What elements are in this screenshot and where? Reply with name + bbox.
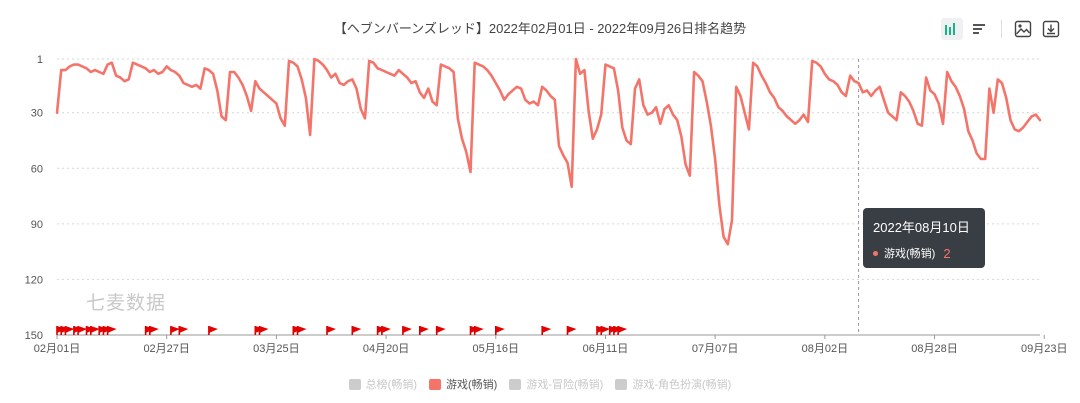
- legend-label: 游戏(畅销): [446, 379, 498, 391]
- flag-cloth: [170, 326, 180, 333]
- x-tick-label: 07月07日: [692, 343, 738, 355]
- tooltip-date: 2022年08月10日: [873, 220, 970, 235]
- x-tick-label: 02月27日: [143, 343, 189, 355]
- legend-label: 总榜(畅销): [365, 379, 417, 391]
- bar-chart-icon[interactable]: [941, 18, 963, 40]
- legend-item-games[interactable]: 游戏(畅销): [429, 376, 497, 392]
- flag-marker: [351, 326, 362, 335]
- flag-marker: [64, 326, 75, 335]
- flag-cloth: [179, 326, 189, 333]
- legend-swatch: [429, 378, 441, 390]
- flag-marker: [541, 326, 552, 335]
- flag-cloth: [65, 326, 75, 333]
- flag-marker: [402, 326, 412, 335]
- flag-marker: [258, 326, 269, 335]
- flag-marker: [566, 326, 577, 335]
- flag-marker: [473, 326, 484, 335]
- x-tick-label: 06月11日: [583, 343, 629, 355]
- flag-marker: [90, 326, 100, 335]
- flag-cloth: [601, 326, 611, 333]
- watermark: 七麦数据: [86, 293, 167, 314]
- x-tick-label: 02月01日: [34, 343, 80, 355]
- flag-marker: [617, 326, 628, 335]
- chart-toolbar: [941, 18, 1062, 40]
- flag-marker: [77, 326, 88, 335]
- flag-cloth: [327, 326, 336, 333]
- y-axis: 1 30 60 90 120 150: [25, 54, 43, 342]
- flag-cloth: [352, 326, 362, 333]
- x-tick-label: 03月25日: [253, 343, 299, 355]
- legend-item-total[interactable]: 总榜(畅销): [348, 376, 417, 392]
- x-axis: 02月01日 02月27日 03月25日 04月20日 05月16日 06月11日 07月0…: [34, 334, 1067, 355]
- flag-cloth: [474, 326, 484, 333]
- x-tick-label: 04月20日: [363, 343, 409, 355]
- flag-cloth: [567, 326, 577, 333]
- flag-cloth: [208, 326, 218, 333]
- flag-marker: [170, 326, 180, 335]
- flag-marker: [208, 326, 218, 335]
- tooltip-value: 2: [943, 245, 951, 261]
- flag-cloth: [402, 326, 412, 333]
- flag-cloth: [495, 326, 505, 333]
- legend-label: 游戏-冒险(畅销): [526, 379, 604, 391]
- x-tick-label: 08月28日: [911, 343, 957, 355]
- flag-cloth: [259, 326, 269, 333]
- flag-cloth: [149, 326, 159, 333]
- list-icon[interactable]: [969, 18, 991, 40]
- legend-item-rpg[interactable]: 游戏-角色扮演(畅销): [615, 376, 731, 392]
- x-tick-label: 09月23日: [1021, 343, 1067, 355]
- flag-marker: [326, 326, 336, 335]
- flag-cloth: [436, 326, 446, 333]
- chart-legend: 总榜(畅销) 游戏(畅销) 游戏-冒险(畅销) 游戏-角色扮演(畅销): [0, 376, 1080, 392]
- y-tick-label: 60: [31, 163, 43, 175]
- download-icon[interactable]: [1040, 18, 1062, 40]
- y-tick-label: 1: [37, 54, 43, 66]
- flag-marker: [106, 326, 117, 335]
- flag-marker: [435, 326, 446, 335]
- y-tick-label: 120: [25, 274, 43, 286]
- tooltip-series-name: 游戏(畅销): [884, 248, 936, 260]
- flag-marker: [178, 326, 189, 335]
- flag-cloth: [90, 326, 100, 333]
- y-tick-label: 150: [25, 330, 43, 342]
- flag-marker: [381, 326, 391, 335]
- x-tick-label: 05月16日: [473, 343, 519, 355]
- x-tick-label: 08月02日: [802, 343, 848, 355]
- chart-grid: [57, 58, 1040, 336]
- flag-marker: [494, 326, 505, 335]
- flag-cloth: [542, 326, 552, 333]
- series-layer: [55, 57, 1042, 246]
- flag-cloth: [107, 326, 117, 333]
- tooltip-series-dot: [873, 250, 878, 256]
- legend-item-adventure[interactable]: 游戏-冒险(畅销): [509, 376, 603, 392]
- flag-cloth: [618, 326, 628, 333]
- chart-title: 【ヘブンバーンズレッド】2022年02月01日 - 2022年09月26日排名趋…: [333, 21, 747, 36]
- tooltip-row: 游戏(畅销) 2: [873, 245, 975, 261]
- image-icon[interactable]: [1012, 18, 1034, 40]
- flag-cloth: [78, 326, 88, 333]
- flag-marker: [418, 326, 429, 335]
- flag-cloth: [419, 326, 429, 333]
- y-tick-label: 30: [31, 108, 43, 120]
- flag-marker: [149, 326, 159, 335]
- legend-swatch: [509, 378, 522, 390]
- legend-swatch: [615, 378, 628, 390]
- chart-tooltip: 2022年08月10日 游戏(畅销) 2: [863, 208, 985, 268]
- series-line-games: [55, 57, 1042, 246]
- flag-cloth: [381, 326, 391, 333]
- toolbar-divider: [1001, 20, 1002, 38]
- legend-swatch: [348, 378, 361, 390]
- flag-marker: [296, 326, 307, 335]
- flag-marker: [600, 326, 611, 335]
- flag-markers: [56, 326, 628, 335]
- legend-label: 游戏-角色扮演(畅销): [632, 379, 732, 391]
- flag-cloth: [297, 326, 307, 333]
- y-tick-label: 90: [31, 219, 43, 231]
